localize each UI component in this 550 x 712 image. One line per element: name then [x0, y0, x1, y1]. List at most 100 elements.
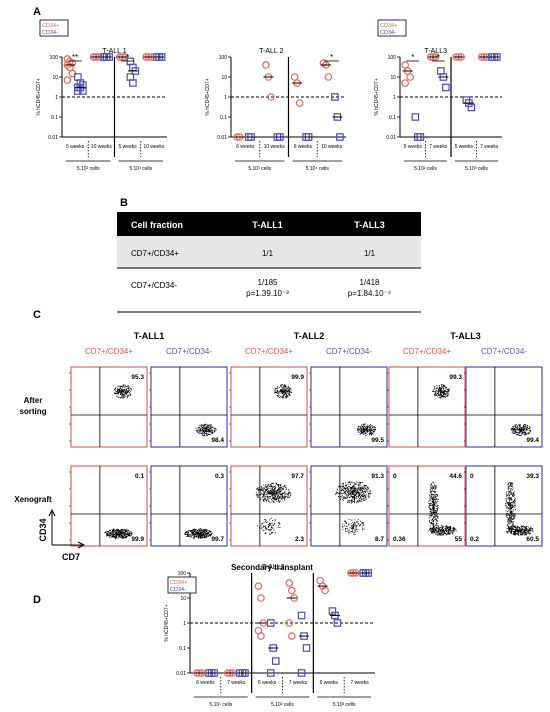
event-dot [364, 428, 365, 430]
event-dot [259, 497, 261, 499]
event-dot [289, 491, 291, 493]
cells-label: 5.10³ cells [248, 166, 271, 172]
event-dot [104, 532, 106, 534]
sig-label: ** [72, 53, 78, 62]
data-point-circle [287, 632, 296, 640]
event-dot [283, 497, 285, 499]
event-dot [516, 429, 518, 431]
event-dot [122, 529, 124, 531]
event-dot [516, 530, 518, 532]
event-dot [207, 427, 209, 429]
event-dot [356, 528, 358, 530]
event-dot [278, 497, 279, 499]
event-dot [513, 492, 515, 494]
event-dot [128, 388, 130, 390]
event-dot [191, 531, 193, 533]
event-dot [522, 533, 524, 534]
event-dot [358, 487, 360, 489]
event-dot [440, 388, 442, 389]
event-dot [280, 391, 282, 393]
event-dot [519, 532, 521, 534]
event-dot [125, 390, 127, 392]
event-dot [209, 425, 211, 427]
flow-row-label: After [24, 396, 43, 405]
event-dot [360, 485, 362, 487]
event-dot [433, 505, 435, 507]
event-dot [279, 501, 280, 503]
event-dot [277, 387, 279, 389]
data-point-square [297, 669, 306, 677]
event-dot [512, 512, 514, 514]
event-dot [278, 501, 280, 503]
event-dot [283, 393, 285, 395]
event-dot [508, 504, 510, 506]
event-dot [430, 522, 432, 524]
event-dot [340, 496, 342, 498]
event-dot [211, 433, 213, 435]
event-dot [435, 514, 437, 516]
event-dot [433, 503, 435, 505]
event-dot [210, 427, 212, 429]
event-dot [521, 430, 523, 432]
event-dot [364, 487, 366, 489]
event-dot [360, 488, 361, 490]
event-dot [197, 535, 199, 537]
event-dot [280, 494, 282, 496]
event-dot [206, 533, 208, 535]
event-dot [367, 487, 369, 489]
event-dot [127, 388, 129, 389]
event-dot [345, 494, 347, 496]
event-dot [198, 534, 200, 536]
event-dot [436, 387, 438, 389]
event-dot [436, 526, 438, 528]
event-dot [125, 386, 127, 388]
event-dot [279, 387, 281, 388]
event-dot [434, 506, 436, 508]
event-dot [428, 502, 430, 504]
event-dot [519, 431, 521, 433]
event-dot [519, 430, 521, 432]
event-dot [191, 535, 193, 537]
table-cell: 1/418 [359, 278, 380, 287]
event-dot [510, 519, 512, 521]
event-dot [523, 431, 525, 433]
event-dot [197, 430, 199, 432]
event-dot [510, 499, 512, 501]
data-point-square [266, 669, 275, 677]
event-dot [191, 530, 193, 532]
event-dot [448, 388, 450, 390]
event-dot [438, 391, 439, 393]
event-dot [284, 485, 285, 487]
event-dot [282, 497, 284, 499]
event-dot [435, 486, 437, 488]
event-dot [259, 527, 261, 529]
event-dot [273, 498, 275, 499]
event-dot [348, 524, 350, 526]
event-dot [354, 500, 356, 502]
event-dot [126, 534, 128, 536]
event-dot [436, 504, 438, 506]
event-dot [338, 485, 340, 487]
event-dot [202, 533, 204, 534]
event-dot [348, 493, 350, 495]
event-dot [117, 390, 119, 392]
event-dot [353, 497, 355, 499]
y-axis-label: % hCD45+CD7+ [205, 78, 211, 115]
event-dot [124, 534, 126, 536]
data-point-square [331, 93, 339, 101]
event-dot [354, 487, 355, 489]
event-dot [453, 530, 454, 532]
event-dot [508, 527, 510, 529]
event-dot [286, 391, 288, 393]
event-dot [122, 385, 124, 387]
event-dot [440, 388, 442, 390]
event-dot [279, 390, 281, 392]
event-dot [522, 528, 524, 530]
event-dot [445, 527, 447, 529]
event-dot [207, 428, 209, 430]
event-dot [214, 428, 216, 430]
event-dot [122, 393, 124, 395]
event-dot [515, 528, 516, 530]
event-dot [441, 390, 443, 392]
event-dot [361, 428, 363, 430]
